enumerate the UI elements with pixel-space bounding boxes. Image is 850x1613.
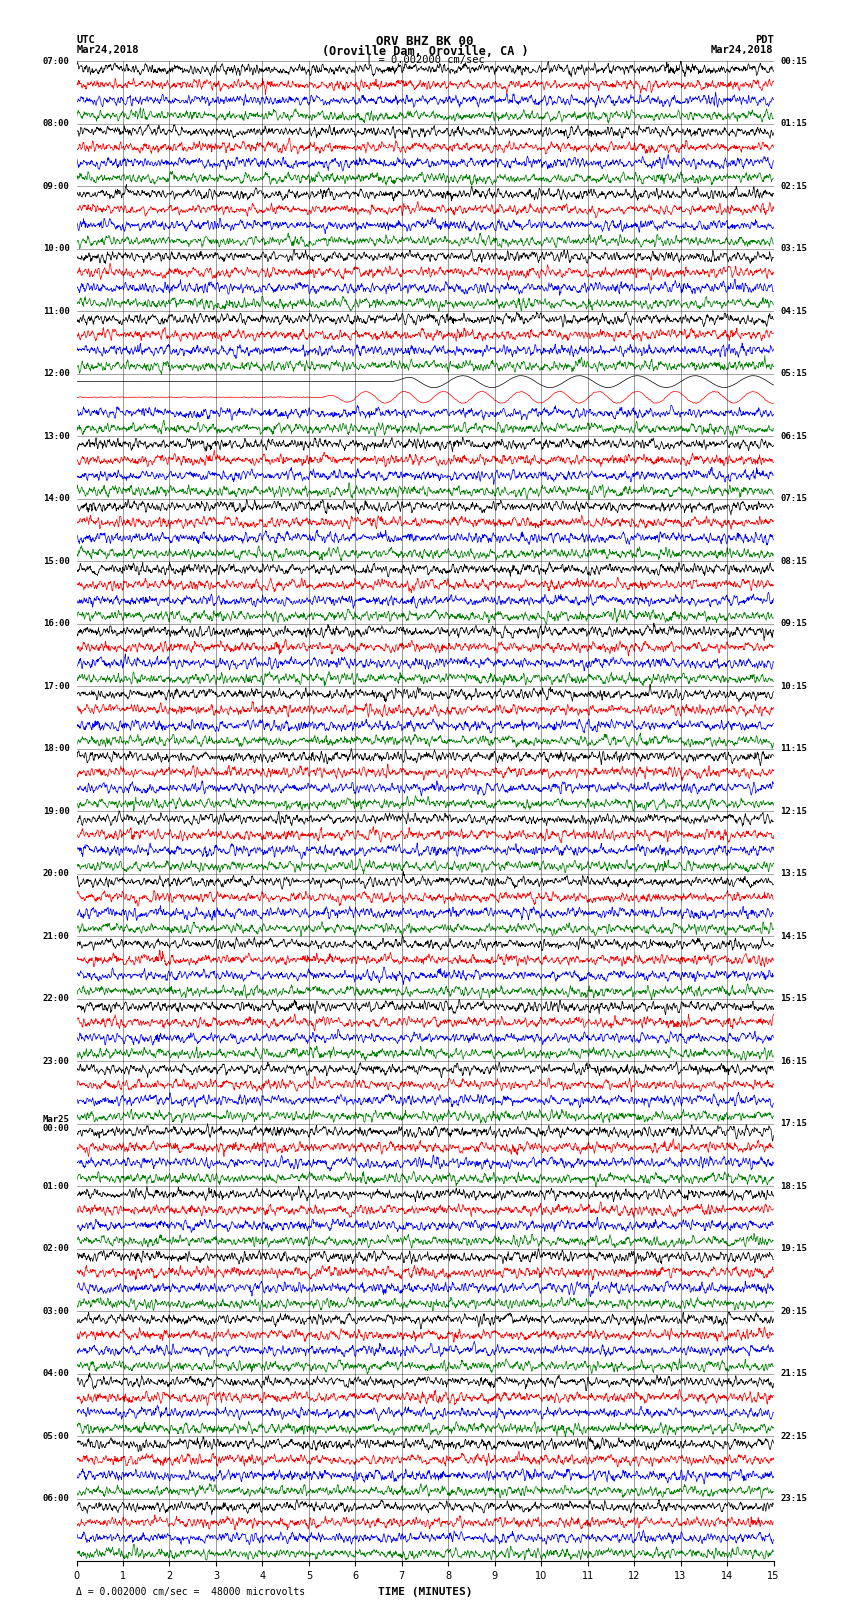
Text: 08:15: 08:15 <box>780 556 808 566</box>
Text: 22:00: 22:00 <box>42 994 70 1003</box>
Text: 15:15: 15:15 <box>780 994 808 1003</box>
Text: 02:00: 02:00 <box>42 1244 70 1253</box>
Text: 07:00: 07:00 <box>42 56 70 66</box>
Text: 01:15: 01:15 <box>780 119 808 129</box>
Text: 00:15: 00:15 <box>780 56 808 66</box>
Text: 17:15: 17:15 <box>780 1119 808 1129</box>
Text: 06:15: 06:15 <box>780 432 808 440</box>
Text: 07:15: 07:15 <box>780 494 808 503</box>
Text: 23:00: 23:00 <box>42 1057 70 1066</box>
Text: 04:15: 04:15 <box>780 306 808 316</box>
Text: 10:00: 10:00 <box>42 244 70 253</box>
Text: UTC: UTC <box>76 35 95 45</box>
Text: 08:00: 08:00 <box>42 119 70 129</box>
Text: 20:00: 20:00 <box>42 869 70 879</box>
Text: 13:00: 13:00 <box>42 432 70 440</box>
Text: 05:15: 05:15 <box>780 369 808 379</box>
Text: 09:00: 09:00 <box>42 182 70 190</box>
Text: 18:15: 18:15 <box>780 1182 808 1190</box>
Text: 19:00: 19:00 <box>42 806 70 816</box>
Text: 10:15: 10:15 <box>780 682 808 690</box>
Text: 12:15: 12:15 <box>780 806 808 816</box>
Text: 21:15: 21:15 <box>780 1369 808 1379</box>
Text: 23:15: 23:15 <box>780 1494 808 1503</box>
Text: 15:00: 15:00 <box>42 556 70 566</box>
Text: Mar25
00:00: Mar25 00:00 <box>42 1115 70 1134</box>
Text: 16:15: 16:15 <box>780 1057 808 1066</box>
Text: 19:15: 19:15 <box>780 1244 808 1253</box>
Text: 21:00: 21:00 <box>42 932 70 940</box>
Text: 02:15: 02:15 <box>780 182 808 190</box>
Text: PDT: PDT <box>755 35 774 45</box>
Text: Mar24,2018: Mar24,2018 <box>76 45 139 55</box>
Text: Mar24,2018: Mar24,2018 <box>711 45 774 55</box>
Text: 20:15: 20:15 <box>780 1307 808 1316</box>
Text: 14:00: 14:00 <box>42 494 70 503</box>
Text: 16:00: 16:00 <box>42 619 70 629</box>
Text: 11:00: 11:00 <box>42 306 70 316</box>
Text: 06:00: 06:00 <box>42 1494 70 1503</box>
Text: Δ = 0.002000 cm/sec =  48000 microvolts: Δ = 0.002000 cm/sec = 48000 microvolts <box>76 1587 306 1597</box>
Text: 03:00: 03:00 <box>42 1307 70 1316</box>
Text: 18:00: 18:00 <box>42 744 70 753</box>
Text: | = 0.002000 cm/sec: | = 0.002000 cm/sec <box>366 55 484 66</box>
Text: 04:00: 04:00 <box>42 1369 70 1379</box>
Text: 22:15: 22:15 <box>780 1432 808 1440</box>
Text: 01:00: 01:00 <box>42 1182 70 1190</box>
Text: ORV BHZ BK 00: ORV BHZ BK 00 <box>377 35 473 48</box>
Text: 17:00: 17:00 <box>42 682 70 690</box>
Text: (Oroville Dam, Oroville, CA ): (Oroville Dam, Oroville, CA ) <box>321 45 529 58</box>
Text: 09:15: 09:15 <box>780 619 808 629</box>
X-axis label: TIME (MINUTES): TIME (MINUTES) <box>377 1587 473 1597</box>
Text: 03:15: 03:15 <box>780 244 808 253</box>
Text: 12:00: 12:00 <box>42 369 70 379</box>
Text: 05:00: 05:00 <box>42 1432 70 1440</box>
Text: 14:15: 14:15 <box>780 932 808 940</box>
Text: 13:15: 13:15 <box>780 869 808 879</box>
Text: 11:15: 11:15 <box>780 744 808 753</box>
